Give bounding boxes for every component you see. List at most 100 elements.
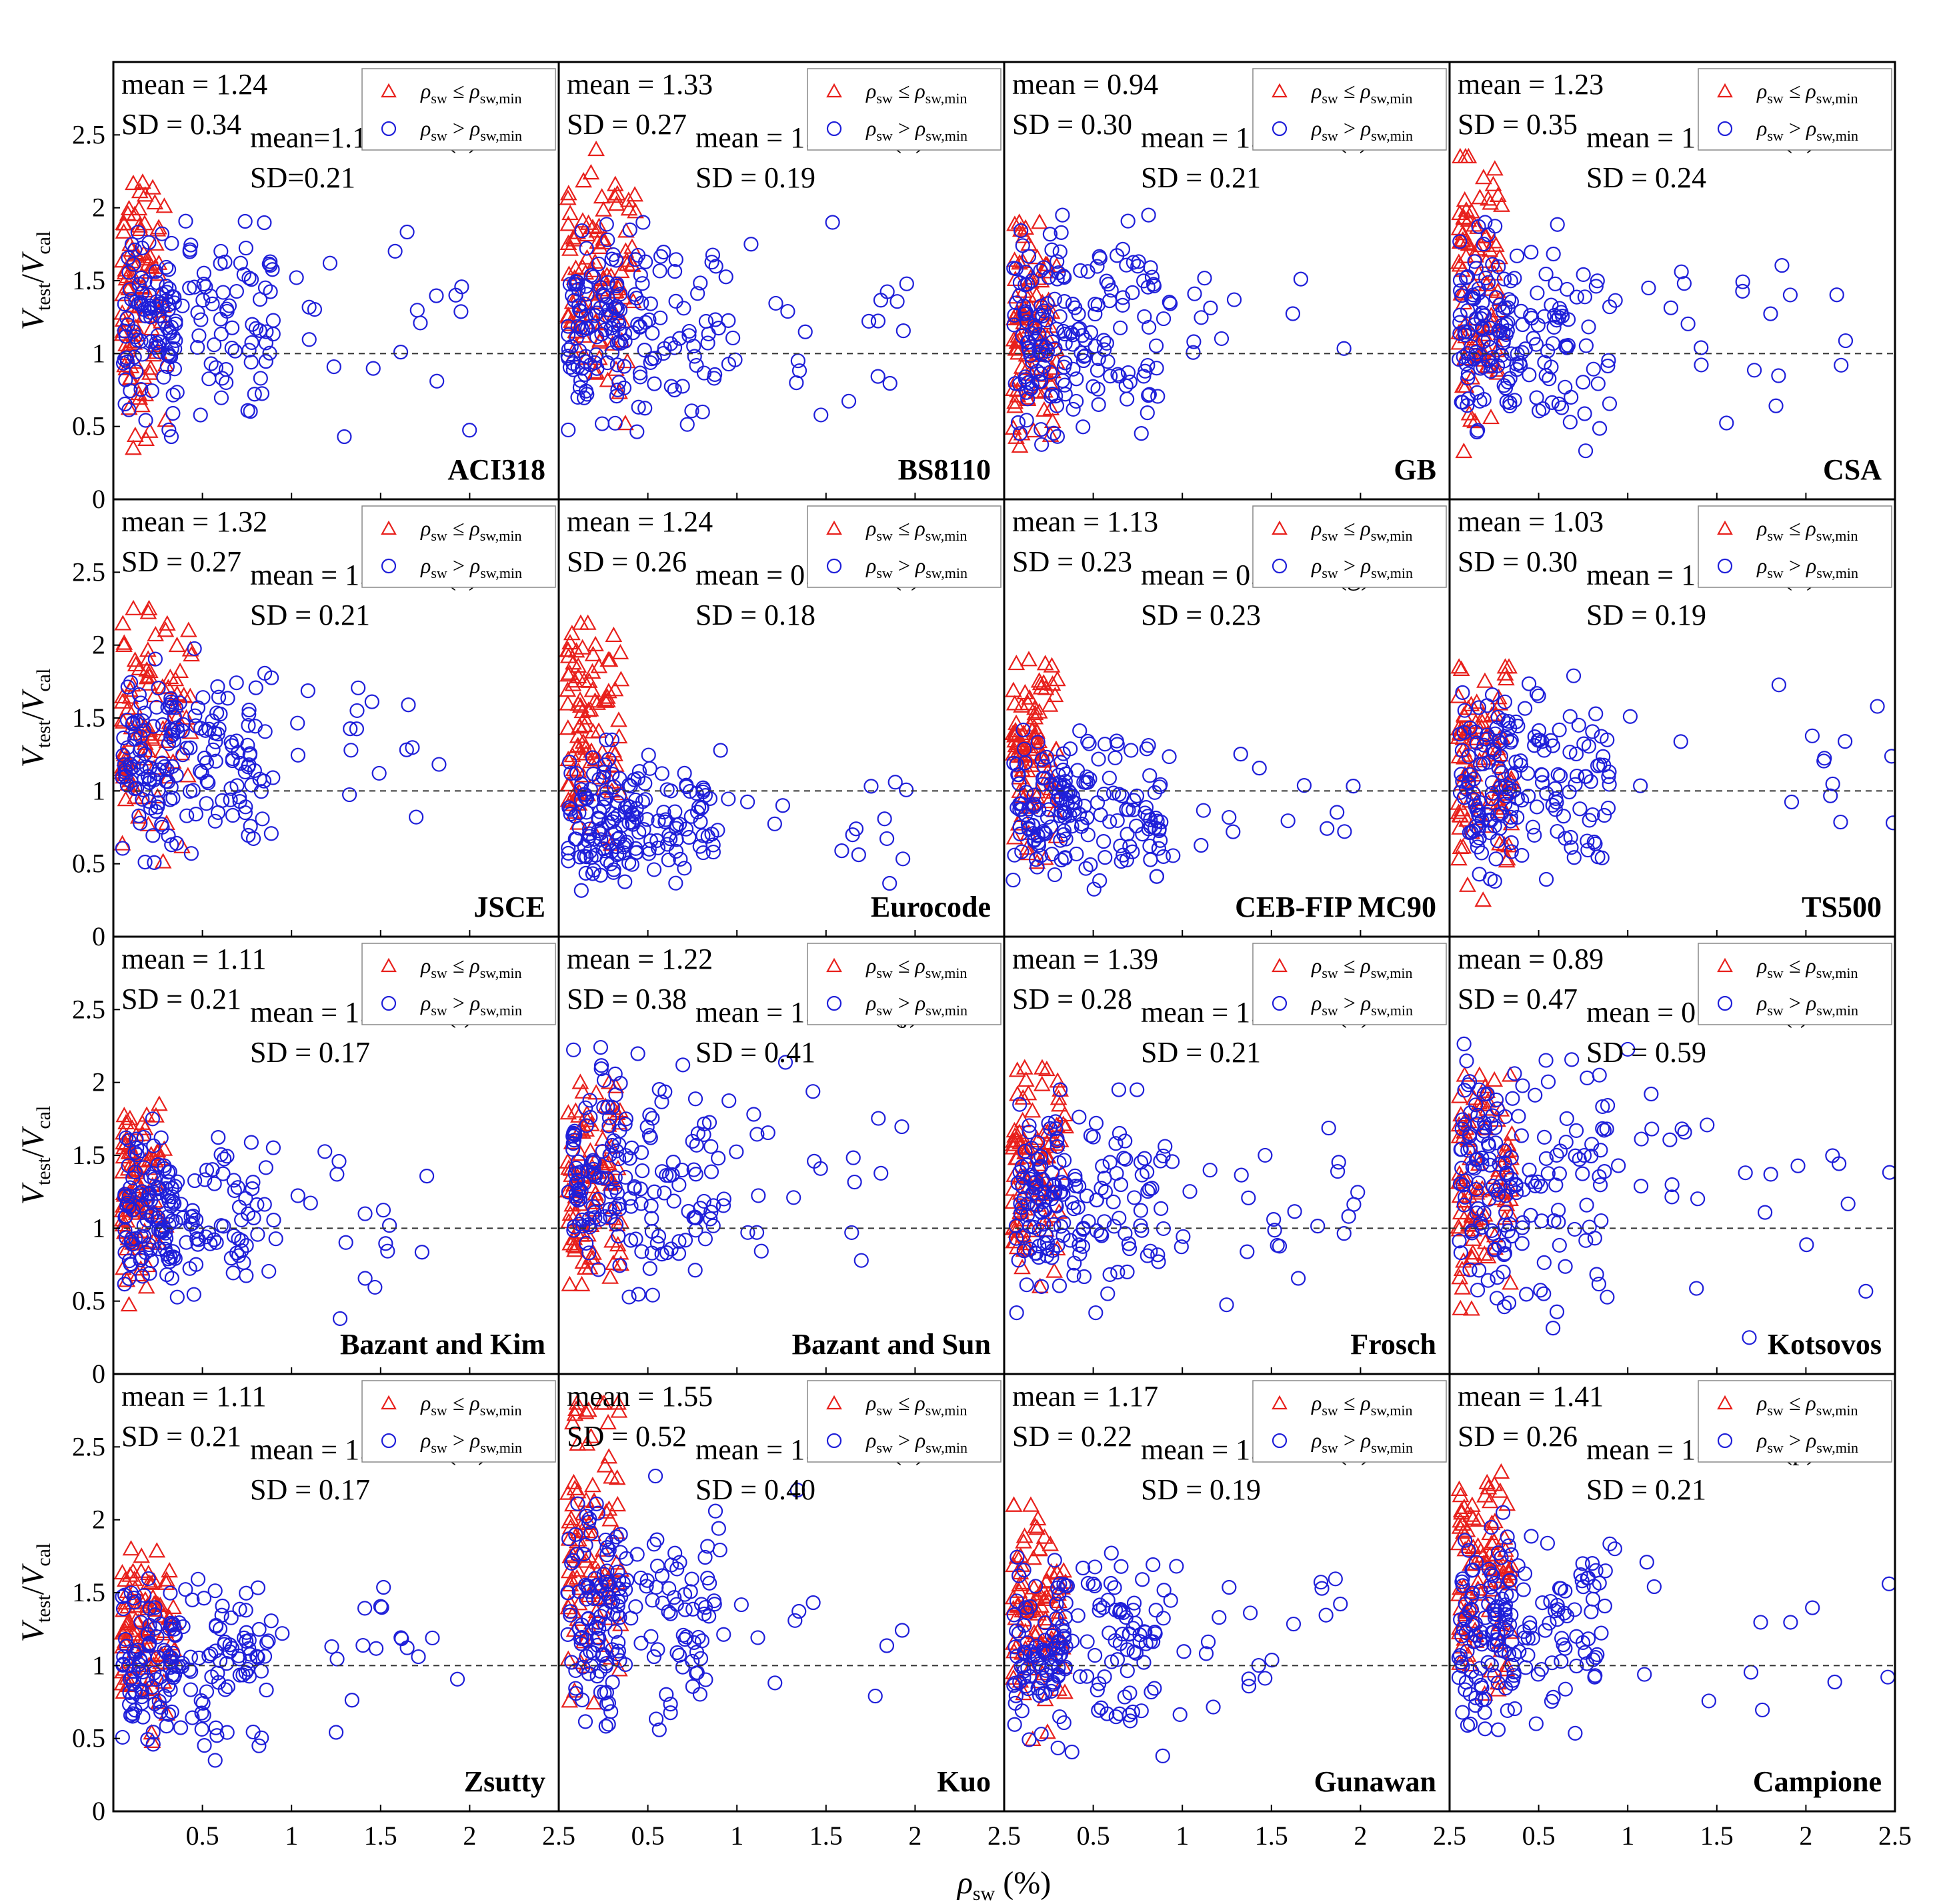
data-point-low <box>584 1477 601 1493</box>
data-point-low <box>133 1114 151 1130</box>
data-point-high <box>1549 1304 1565 1319</box>
data-point-high <box>387 243 403 259</box>
data-point-low <box>600 1448 618 1464</box>
data-point-high <box>1104 1545 1119 1561</box>
data-point-high <box>599 297 614 312</box>
data-point-high <box>698 1672 713 1687</box>
data-point-high <box>193 407 208 423</box>
data-point-high <box>254 386 270 401</box>
data-point-high <box>1488 1183 1504 1198</box>
data-point-high <box>115 1589 130 1605</box>
data-point-high <box>611 1229 626 1244</box>
data-point-high <box>1057 269 1072 285</box>
data-point-low <box>179 767 197 783</box>
data-point-high <box>165 329 181 345</box>
data-point-high <box>1456 1197 1472 1213</box>
data-point-high <box>599 732 614 747</box>
data-point-high <box>1474 1156 1490 1172</box>
data-point-high <box>632 365 648 381</box>
data-point-high <box>1014 1659 1029 1675</box>
data-point-high <box>1020 391 1036 407</box>
data-point-high <box>1226 824 1241 839</box>
data-point-high <box>609 388 624 404</box>
data-point-high <box>1286 1616 1302 1632</box>
data-point-high <box>232 793 247 809</box>
data-point-low <box>611 643 629 659</box>
data-point-high <box>1742 1330 1757 1345</box>
data-point-low <box>120 279 137 295</box>
data-point-high <box>1502 1573 1518 1588</box>
data-point-high <box>1088 1305 1104 1321</box>
data-point-high <box>1620 1041 1636 1057</box>
legend-high-label: ρsw > ρsw,min <box>865 553 967 581</box>
x-tick-label: 1.5 <box>1255 1821 1288 1851</box>
data-point-high <box>1072 1109 1087 1125</box>
data-point-high <box>740 1225 755 1240</box>
data-point-high <box>1133 1155 1149 1170</box>
data-point-low <box>1031 213 1048 229</box>
data-point-high <box>1595 1099 1610 1115</box>
data-point-high <box>1746 363 1762 378</box>
data-point-high <box>1100 1593 1116 1608</box>
data-point-high <box>124 1670 139 1685</box>
data-point-low <box>1464 1244 1482 1260</box>
data-point-high <box>1096 1600 1111 1615</box>
data-point-high <box>1538 1053 1554 1068</box>
data-point-low <box>587 1602 605 1619</box>
data-point-low <box>1041 696 1059 712</box>
data-point-high <box>637 776 653 791</box>
data-point-low <box>1005 681 1022 697</box>
legend-circle-icon <box>381 121 397 137</box>
data-point-high <box>1030 859 1045 875</box>
data-point-high <box>676 301 691 316</box>
data-point-high <box>153 1616 168 1632</box>
data-point-high <box>1023 1167 1038 1183</box>
data-point-high <box>1016 722 1031 738</box>
data-point-high <box>1076 419 1091 435</box>
data-point-high <box>1080 810 1095 825</box>
data-point-high <box>1029 1246 1044 1261</box>
y-tick-label: 1 <box>92 1650 105 1680</box>
data-point-high <box>1194 310 1209 325</box>
data-point-high <box>231 789 247 805</box>
data-point-high <box>1580 1070 1595 1086</box>
data-point-high <box>1115 241 1131 257</box>
data-point-low <box>1487 236 1505 252</box>
data-point-low <box>610 1661 628 1677</box>
data-point-high <box>1568 746 1584 762</box>
data-point-high <box>642 1107 657 1123</box>
data-point-high <box>635 1163 650 1179</box>
data-point-low <box>1013 1556 1031 1572</box>
data-point-low <box>126 1579 144 1595</box>
legend-circle-icon <box>1272 558 1288 574</box>
data-point-high <box>1524 311 1540 326</box>
data-point-high <box>1147 785 1162 800</box>
data-point-low <box>561 1519 579 1535</box>
data-point-high <box>1462 1687 1478 1702</box>
data-point-high <box>1130 1082 1145 1097</box>
data-point-high <box>1038 1176 1054 1191</box>
data-point-high <box>290 1188 305 1203</box>
data-point-high <box>1025 818 1040 833</box>
data-point-high <box>684 403 699 419</box>
data-point-low <box>115 636 133 652</box>
data-point-low <box>611 383 628 399</box>
data-point-high <box>1451 1670 1467 1685</box>
data-point-high <box>329 1651 345 1667</box>
data-point-high <box>1816 753 1832 769</box>
data-point-low <box>1461 1149 1479 1165</box>
data-point-high <box>1158 1139 1173 1154</box>
data-point-high <box>1586 361 1601 377</box>
data-point-high <box>1052 1587 1067 1602</box>
data-point-high <box>163 697 178 713</box>
data-point-high <box>1176 1644 1192 1659</box>
data-point-high <box>1032 802 1047 817</box>
data-point-high <box>364 694 379 709</box>
data-point-high <box>462 423 477 438</box>
data-point-low <box>1454 838 1472 854</box>
data-point-high <box>163 792 178 807</box>
data-point-low <box>573 1226 590 1242</box>
data-point-low <box>155 197 173 213</box>
data-point-low <box>115 214 133 231</box>
data-point-high <box>241 702 257 718</box>
